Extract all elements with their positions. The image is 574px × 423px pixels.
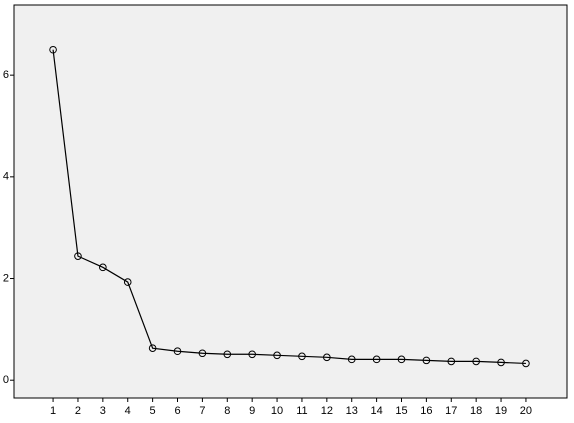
y-tick-label: 0 (3, 374, 9, 386)
x-tick-label: 20 (520, 405, 532, 417)
x-tick-label: 13 (346, 405, 358, 417)
x-tick-label: 17 (445, 405, 457, 417)
marker (99, 263, 107, 272)
marker (74, 252, 82, 260)
marker (49, 45, 57, 54)
marker (447, 357, 456, 366)
x-tick-label: 16 (420, 405, 432, 417)
x-tick-label: 6 (174, 405, 180, 417)
x-tick-label: 8 (224, 405, 230, 417)
y-tick-label: 4 (3, 171, 9, 183)
marker (248, 350, 256, 359)
x-tick-label: 14 (370, 405, 382, 417)
x-tick-label: 11 (296, 405, 307, 417)
marker (198, 349, 207, 358)
marker (522, 359, 530, 368)
x-tick-label: 19 (495, 405, 507, 417)
marker (323, 353, 331, 362)
x-tick-label: 18 (470, 405, 482, 417)
x-tick-label: 4 (125, 405, 131, 417)
marker (497, 358, 505, 367)
marker (273, 351, 281, 360)
marker (123, 278, 132, 286)
x-tick-label: 2 (75, 405, 81, 417)
x-tick-label: 7 (199, 405, 205, 417)
plot-area (13, 4, 568, 399)
marker (372, 355, 381, 364)
y-tick-label: 6 (3, 69, 9, 81)
marker (347, 355, 356, 364)
x-tick-label: 12 (321, 405, 333, 417)
marker (148, 344, 157, 352)
x-tick-label: 5 (150, 405, 156, 417)
x-tick-label: 15 (395, 405, 407, 417)
marker (298, 352, 306, 361)
marker (422, 356, 431, 365)
marker (173, 347, 182, 356)
marker (472, 357, 480, 366)
marker (223, 350, 232, 359)
y-tick-label: 2 (3, 272, 9, 284)
x-tick-label: 1 (50, 405, 56, 417)
x-tick-label: 9 (249, 405, 255, 417)
x-tick-label: 10 (271, 405, 283, 417)
x-tick-label: 3 (100, 405, 106, 417)
line (52, 49, 526, 365)
marker (397, 355, 406, 364)
